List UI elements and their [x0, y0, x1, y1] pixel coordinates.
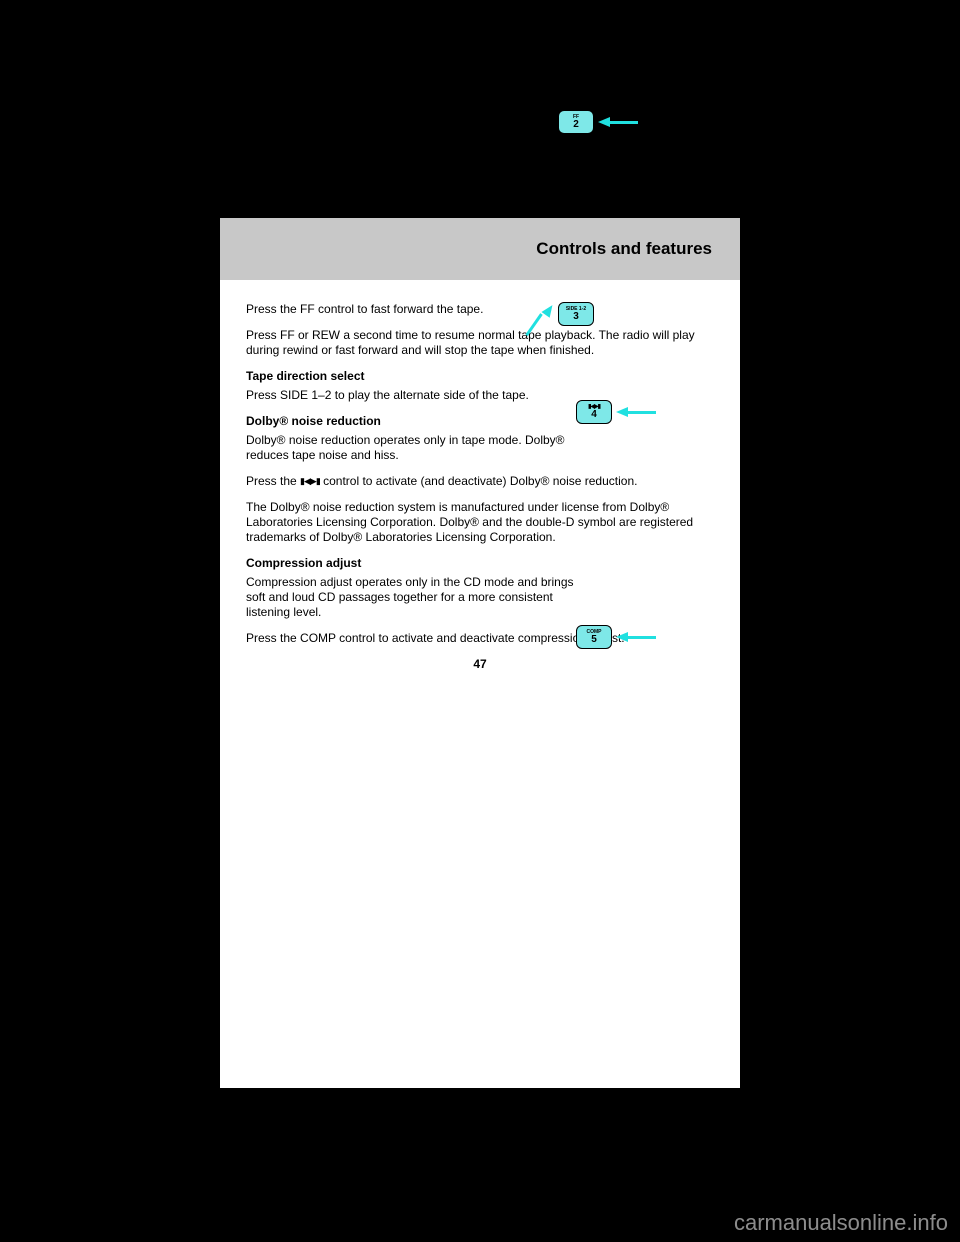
section-title: Compression adjust	[246, 556, 714, 571]
title-text: noise reduction	[288, 414, 381, 428]
dolby-button: ▮◀▶▮4	[576, 400, 612, 424]
text: Press the	[246, 474, 300, 488]
page-title: Controls and features	[536, 239, 712, 259]
watermark: carmanualsonline.info	[734, 1210, 948, 1236]
text: control to activate (and deactivate) Dol…	[320, 474, 638, 488]
button-number: 2	[573, 120, 579, 130]
reg-mark: ®	[279, 414, 288, 428]
ff-button: FF2	[558, 110, 594, 134]
manual-page: Controls and features Press the FF contr…	[220, 218, 740, 1088]
paragraph: Press FF or REW a second time to resume …	[246, 328, 714, 358]
paragraph: Press the COMP control to activate and d…	[246, 631, 714, 646]
section-title: Tape direction select	[246, 369, 714, 384]
button-number: 4	[591, 410, 597, 420]
paragraph: Compression adjust operates only in the …	[246, 575, 576, 620]
button-number: 3	[573, 312, 579, 322]
page-body: Press the FF control to fast forward the…	[220, 280, 740, 682]
paragraph: Dolby® noise reduction operates only in …	[246, 433, 586, 463]
page-header: Controls and features	[220, 218, 740, 280]
comp-button: COMP5	[576, 625, 612, 649]
page-number: 47	[246, 657, 714, 672]
paragraph: Press SIDE 1–2 to play the alternate sid…	[246, 388, 546, 403]
paragraph: Press the FF control to fast forward the…	[246, 302, 546, 317]
paragraph: Press the ▮◀▶▮ control to activate (and …	[246, 474, 714, 489]
dolby-inline-icon: ▮◀▶▮	[300, 476, 320, 487]
section-title: Dolby® noise reduction	[246, 414, 714, 429]
button-number: 5	[591, 635, 597, 645]
side-button: SIDE 1-23	[558, 302, 594, 326]
paragraph: The Dolby® noise reduction system is man…	[246, 500, 714, 545]
title-text: Dolby	[246, 414, 279, 428]
